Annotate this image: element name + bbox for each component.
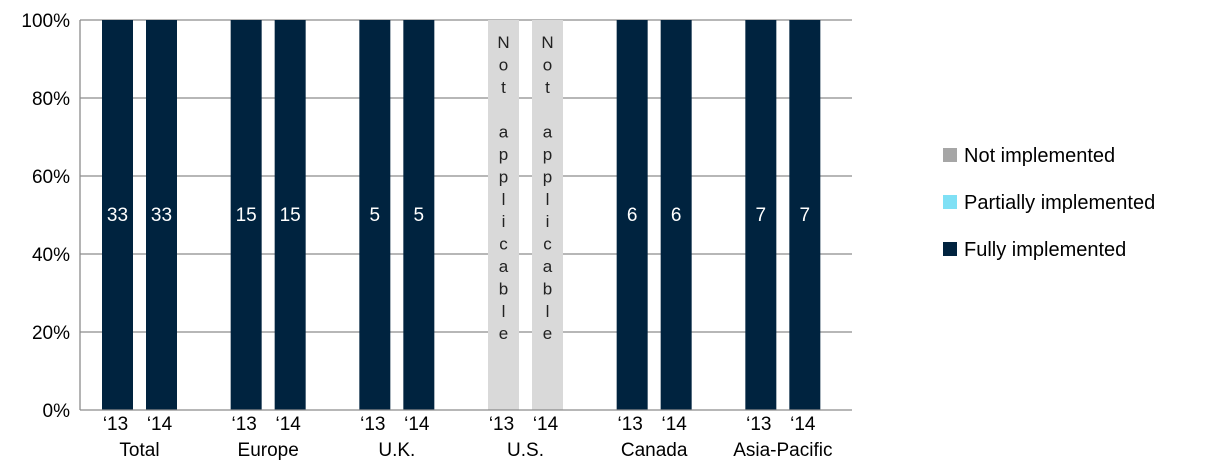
- bar-segment-fully-implemented: [359, 20, 391, 410]
- bar-segment-fully-implemented: [616, 20, 648, 410]
- x-year-label: ‘13: [489, 414, 514, 435]
- not-applicable-letter: i: [546, 212, 550, 231]
- bar-not-applicable: [532, 20, 563, 410]
- bar-data-label: 7: [800, 205, 811, 226]
- not-applicable-letter: a: [499, 123, 509, 142]
- not-applicable-letter: t: [501, 78, 506, 97]
- not-applicable-letter: a: [499, 257, 509, 276]
- bar-data-label: 33: [151, 205, 172, 226]
- legend-label: Not implemented: [964, 145, 1115, 167]
- bar-data-label: 6: [671, 205, 682, 226]
- not-applicable-letter: N: [497, 33, 509, 52]
- legend-swatch-partially-implemented: [943, 195, 957, 209]
- bar-segment-fully-implemented: [146, 20, 177, 410]
- not-applicable-letter: c: [499, 235, 508, 254]
- x-category-label: U.S.: [507, 440, 544, 461]
- bar-segment-fully-implemented: [789, 20, 821, 410]
- not-applicable-letter: o: [499, 55, 508, 74]
- y-tick-label: 40%: [32, 245, 70, 266]
- bar-data-label: 7: [756, 205, 767, 226]
- not-applicable-letter: p: [499, 167, 508, 186]
- y-tick-label: 0%: [43, 401, 71, 422]
- y-tick-label: 20%: [32, 323, 70, 344]
- x-year-label: ‘13: [617, 414, 642, 435]
- bar-not-applicable: [488, 20, 519, 410]
- bar-segment-fully-implemented: [660, 20, 692, 410]
- x-year-label: ‘13: [360, 414, 385, 435]
- legend-swatch-not-implemented: [943, 148, 957, 162]
- x-year-label: ‘13: [103, 414, 128, 435]
- not-applicable-letter: p: [499, 145, 508, 164]
- not-applicable-letter: l: [502, 302, 506, 321]
- not-applicable-letter: t: [545, 78, 550, 97]
- bar-segment-fully-implemented: [274, 20, 306, 410]
- not-applicable-letter: i: [502, 212, 506, 231]
- x-year-label: ‘14: [533, 414, 559, 435]
- not-applicable-letter: p: [543, 167, 552, 186]
- bar-segment-fully-implemented: [745, 20, 777, 410]
- not-applicable-letter: l: [546, 302, 550, 321]
- not-applicable-letter: l: [502, 190, 506, 209]
- not-applicable-letter: p: [543, 145, 552, 164]
- grid-lines: [80, 19, 852, 333]
- x-year-label: ‘13: [746, 414, 771, 435]
- legend-label: Fully implemented: [964, 239, 1126, 261]
- x-category-label: U.K.: [378, 440, 415, 461]
- bar-data-label: 5: [414, 205, 425, 226]
- bar-data-label: 33: [107, 205, 128, 226]
- x-year-label: ‘14: [404, 414, 430, 435]
- bar-data-label: 6: [627, 205, 638, 226]
- not-applicable-letter: N: [541, 33, 553, 52]
- bar-data-label: 15: [280, 205, 301, 226]
- x-category-label: Canada: [621, 440, 688, 461]
- y-tick-label: 100%: [21, 11, 70, 32]
- not-applicable-letter: o: [543, 55, 552, 74]
- not-applicable-letter: b: [543, 279, 552, 298]
- x-year-label: ‘13: [231, 414, 256, 435]
- axes: 0% 20% 40% 60% 80% 100% ‘13 ‘14 ‘13 ‘14 ‘13 ‘14 ‘13 ‘…: [21, 11, 852, 461]
- not-applicable-letter: a: [543, 257, 553, 276]
- x-category-label: Total: [119, 440, 159, 461]
- y-tick-label: 80%: [32, 89, 70, 110]
- not-applicable-letter: e: [499, 324, 508, 343]
- not-applicable-letter: b: [499, 279, 508, 298]
- x-year-label: ‘14: [661, 414, 687, 435]
- bar-segment-fully-implemented: [230, 20, 262, 410]
- x-year-label: ‘14: [275, 414, 301, 435]
- not-applicable-letter: a: [543, 123, 553, 142]
- x-year-label: ‘14: [147, 414, 173, 435]
- bar-segment-fully-implemented: [403, 20, 435, 410]
- y-tick-label: 60%: [32, 167, 70, 188]
- legend-label: Partially implemented: [964, 192, 1155, 214]
- bar-data-label: 5: [370, 205, 381, 226]
- bar-data-label: 15: [236, 205, 257, 226]
- x-year-label: ‘14: [790, 414, 816, 435]
- x-category-label: Europe: [238, 440, 299, 461]
- not-applicable-letter: l: [546, 190, 550, 209]
- bar-segment-fully-implemented: [102, 20, 133, 410]
- x-category-label: Asia-Pacific: [733, 440, 832, 461]
- legend: Not implemented Partially implemented Full…: [943, 145, 1155, 261]
- not-applicable-letter: c: [543, 235, 552, 254]
- not-applicable-letter: e: [543, 324, 552, 343]
- legend-swatch-fully-implemented: [943, 242, 957, 256]
